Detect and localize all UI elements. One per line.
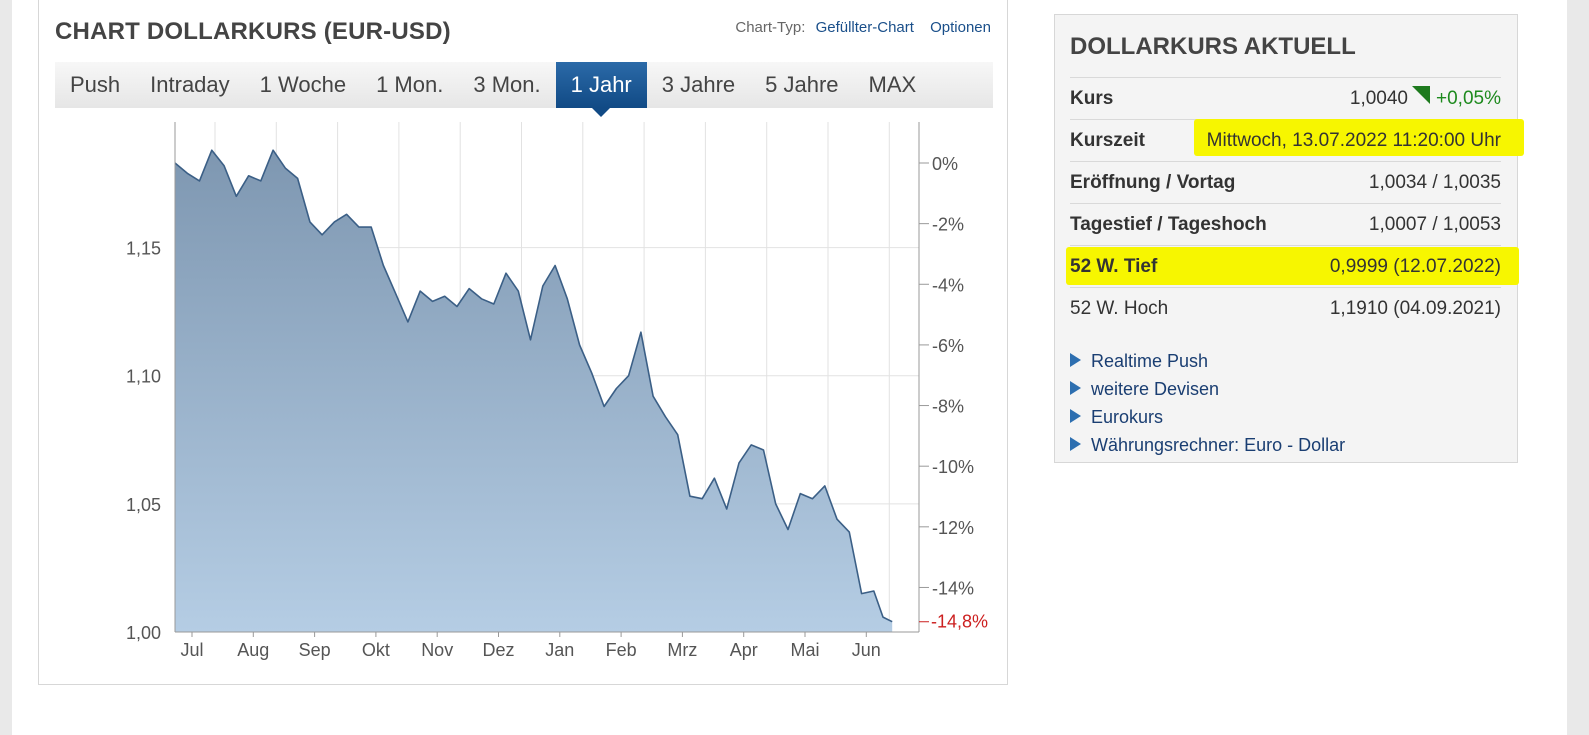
quote-label: 52 W. Tief	[1070, 256, 1158, 277]
x-tick-label: Feb	[606, 640, 637, 660]
quote-value: 0,9999 (12.07.2022)	[1329, 256, 1501, 277]
quote-value: 1,0034 / 1,0035	[1368, 172, 1501, 193]
quote-value: 1,0040 +0,05%	[1350, 78, 1501, 119]
x-tick-label: Jan	[545, 640, 574, 660]
y-tick-label: 1,15	[126, 239, 161, 259]
y-tick-label: 1,05	[126, 495, 161, 515]
link-weitere-devisen[interactable]: weitere Devisen	[1070, 375, 1345, 403]
y2-tick-label: -2%	[932, 215, 964, 235]
quote-value: 1,0007 / 1,0053	[1368, 214, 1501, 235]
link-realtime-push[interactable]: Realtime Push	[1070, 347, 1345, 375]
link-label: Realtime Push	[1091, 351, 1209, 371]
link-waehrungsrechner[interactable]: Währungsrechner: Euro - Dollar	[1070, 431, 1345, 459]
link-label: weitere Devisen	[1091, 379, 1220, 399]
link-label: Eurokurs	[1091, 407, 1164, 427]
quote-label: Kurszeit	[1070, 130, 1145, 151]
quote-row-kurs: Kurs 1,0040 +0,05%	[1070, 77, 1501, 119]
tab-1-jahr[interactable]: 1 Jahr	[555, 62, 647, 117]
quote-row-52w-tief: 52 W. Tief 0,9999 (12.07.2022)	[1066, 245, 1519, 287]
quote-value: 1,1910 (04.09.2021)	[1329, 298, 1501, 319]
chart-panel: CHART DOLLARKURS (EUR-USD) Chart-Typ: Ge…	[38, 0, 1008, 685]
price-line	[174, 149, 893, 623]
quote-title: DOLLARKURS AKTUELL	[1070, 33, 1356, 60]
chart-type-label: Chart-Typ:	[735, 19, 806, 36]
tab-1-woche[interactable]: 1 Woche	[259, 72, 347, 97]
price-area	[175, 150, 893, 632]
arrow-right-icon	[1070, 381, 1081, 396]
quote-row-eroeffnung: Eröffnung / Vortag 1,0034 / 1,0035	[1070, 161, 1501, 203]
x-tick-label: Sep	[299, 640, 331, 660]
quote-row-tagestief: Tagestief / Tageshoch 1,0007 / 1,0053	[1070, 203, 1501, 245]
quote-label: Eröffnung / Vortag	[1070, 172, 1236, 193]
quote-value: Mittwoch, 13.07.2022 11:20:00 Uhr	[1206, 130, 1501, 151]
y-tick-label: 1,00	[126, 623, 161, 643]
x-tick-label: Aug	[237, 640, 269, 660]
chart-type-link[interactable]: Gefüllter-Chart	[815, 19, 914, 36]
chart-options-bar: Chart-Typ: Gefüllter-Chart Optionen	[735, 19, 991, 36]
last-change-label: -14,8%	[931, 612, 988, 632]
y2-tick-label: -14%	[932, 578, 974, 598]
quote-label: Kurs	[1070, 88, 1114, 109]
tab-5-jahre[interactable]: 5 Jahre	[765, 72, 839, 97]
quote-row-52w-hoch: 52 W. Hoch 1,1910 (04.09.2021)	[1070, 287, 1501, 329]
kurs-change: +0,05%	[1436, 88, 1501, 109]
y2-tick-label: -4%	[932, 275, 964, 295]
quote-panel: DOLLARKURS AKTUELL Kurs 1,0040 +0,05% Kur…	[1054, 14, 1524, 463]
x-tick-label: Jun	[852, 640, 881, 660]
quote-row-kurszeit: Kurszeit Mittwoch, 13.07.2022 11:20:00 U…	[1070, 119, 1524, 161]
tab-max[interactable]: MAX	[868, 72, 917, 97]
arrow-right-icon	[1070, 409, 1081, 424]
y2-tick-label: 0%	[932, 154, 958, 174]
y2-tick-label: -10%	[932, 457, 974, 477]
timeframe-tabs: Push Intraday 1 Woche 1 Mon. 3 Mon. 1 Ja…	[55, 62, 993, 117]
options-link[interactable]: Optionen	[930, 19, 991, 36]
arrow-right-icon	[1070, 437, 1081, 452]
x-tick-label: Apr	[730, 640, 758, 660]
page: CHART DOLLARKURS (EUR-USD) Chart-Typ: Ge…	[12, 0, 1567, 735]
quote-table: Kurs 1,0040 +0,05% Kurszeit Mittwoch, 13.…	[1066, 77, 1524, 329]
x-tick-label: Mrz	[667, 640, 697, 660]
quote-label: Tagestief / Tageshoch	[1070, 214, 1267, 235]
tab-3-mon[interactable]: 3 Mon.	[473, 72, 541, 97]
tab-3-jahre[interactable]: 3 Jahre	[661, 72, 736, 97]
x-tick-label: Okt	[362, 640, 390, 660]
x-tick-label: Mai	[790, 640, 819, 660]
link-label: Währungsrechner: Euro - Dollar	[1091, 435, 1346, 455]
x-tick-label: Nov	[421, 640, 453, 660]
highlight-marker	[1066, 247, 1519, 285]
price-chart: 1,15 1,10 1,05 1,00 0% -2% -4% -6% -8% -10% -12% -1…	[126, 122, 988, 660]
x-tick-label: Jul	[180, 640, 203, 660]
x-tick-label: Dez	[482, 640, 514, 660]
y2-tick-label: -8%	[932, 397, 964, 417]
y-tick-label: 1,10	[126, 367, 161, 387]
kurs-value: 1,0040	[1349, 88, 1409, 109]
tab-intraday[interactable]: Intraday	[150, 72, 230, 97]
trend-up-icon	[1412, 85, 1431, 104]
quote-label: 52 W. Hoch	[1070, 298, 1169, 319]
link-eurokurs[interactable]: Eurokurs	[1070, 403, 1345, 431]
arrow-right-icon	[1070, 353, 1081, 368]
quote-links: Realtime Push weitere Devisen Eurokurs W…	[1070, 347, 1345, 459]
y2-tick-label: -6%	[932, 336, 964, 356]
highlight-marker	[1194, 119, 1524, 156]
y2-tick-label: -12%	[932, 518, 974, 538]
tab-1-mon[interactable]: 1 Mon.	[376, 72, 444, 97]
chart-title: CHART DOLLARKURS (EUR-USD)	[55, 18, 451, 45]
tab-push[interactable]: Push	[70, 72, 121, 97]
